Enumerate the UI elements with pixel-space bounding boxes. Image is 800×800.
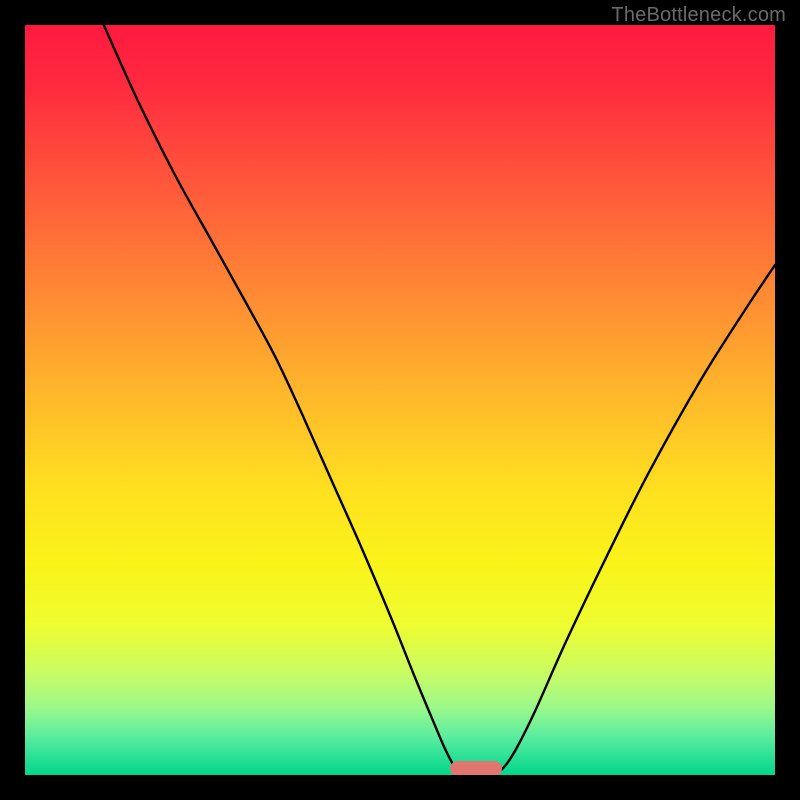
bottleneck-curve [25, 25, 775, 775]
attribution-text: TheBottleneck.com [611, 4, 786, 27]
plot-area [25, 25, 775, 775]
chart-frame: TheBottleneck.com [0, 0, 800, 800]
optimum-marker [450, 761, 503, 775]
